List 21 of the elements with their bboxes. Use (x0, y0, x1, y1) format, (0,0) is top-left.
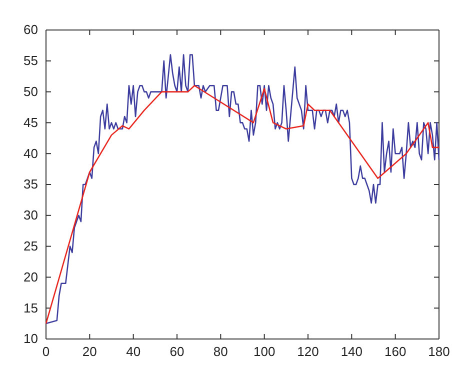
x-tick-label: 140 (340, 344, 363, 360)
x-tick-label: 100 (253, 344, 276, 360)
y-tick-label: 30 (24, 208, 38, 223)
y-tick-label: 60 (24, 22, 38, 38)
x-tick-label: 160 (384, 344, 406, 360)
y-tick-label: 40 (24, 146, 38, 161)
x-tick-label: 0 (42, 344, 50, 360)
y-tick-label: 20 (24, 269, 38, 284)
y-tick-label: 10 (24, 331, 38, 346)
x-tick-label: 40 (126, 344, 141, 360)
y-tick-label: 50 (24, 84, 38, 99)
x-tick-label: 120 (297, 344, 319, 360)
x-tick-label: 180 (428, 344, 450, 360)
y-tick-label: 45 (24, 114, 38, 130)
y-tick-label: 35 (24, 176, 38, 192)
y-tick-label: 25 (24, 238, 38, 254)
x-tick-label: 60 (170, 344, 184, 360)
x-tick-label: 80 (213, 344, 228, 360)
y-tick-label: 55 (24, 53, 38, 68)
y-tick-label: 15 (24, 300, 38, 316)
x-tick-label: 20 (82, 344, 97, 360)
